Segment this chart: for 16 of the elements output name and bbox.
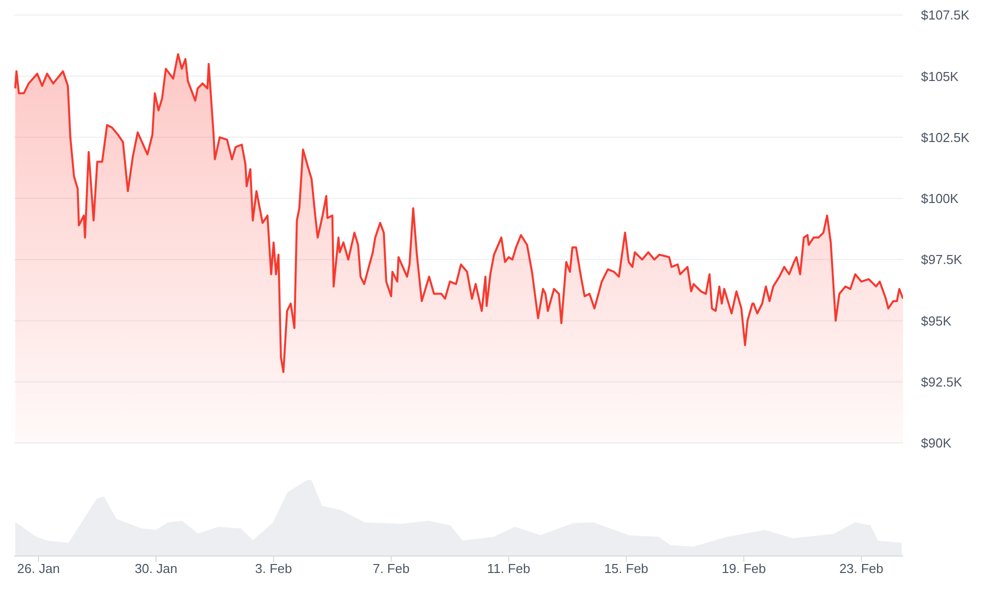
x-tick-label: 11. Feb xyxy=(487,561,530,576)
y-tick-label: $105K xyxy=(921,68,959,84)
y-tick-label: $95K xyxy=(921,313,952,328)
y-tick-label: $97.5K xyxy=(921,252,963,268)
x-tick-label: 30. Jan xyxy=(134,561,178,576)
y-tick-label: $107.5K xyxy=(921,8,970,23)
y-tick-label: $90K xyxy=(921,436,952,451)
y-tick-label: $92.5K xyxy=(921,374,963,390)
y-tick-label: $100K xyxy=(921,191,959,206)
x-tick-label: 26. Jan xyxy=(17,561,60,576)
y-tick-label: $102.5K xyxy=(921,130,970,145)
x-tick-label: 15. Feb xyxy=(604,561,648,576)
x-tick-label: 3. Feb xyxy=(255,561,292,576)
x-tick-label: 23. Feb xyxy=(839,561,884,576)
x-tick-label: 19. Feb xyxy=(722,561,766,576)
x-tick-label: 7. Feb xyxy=(372,561,410,576)
